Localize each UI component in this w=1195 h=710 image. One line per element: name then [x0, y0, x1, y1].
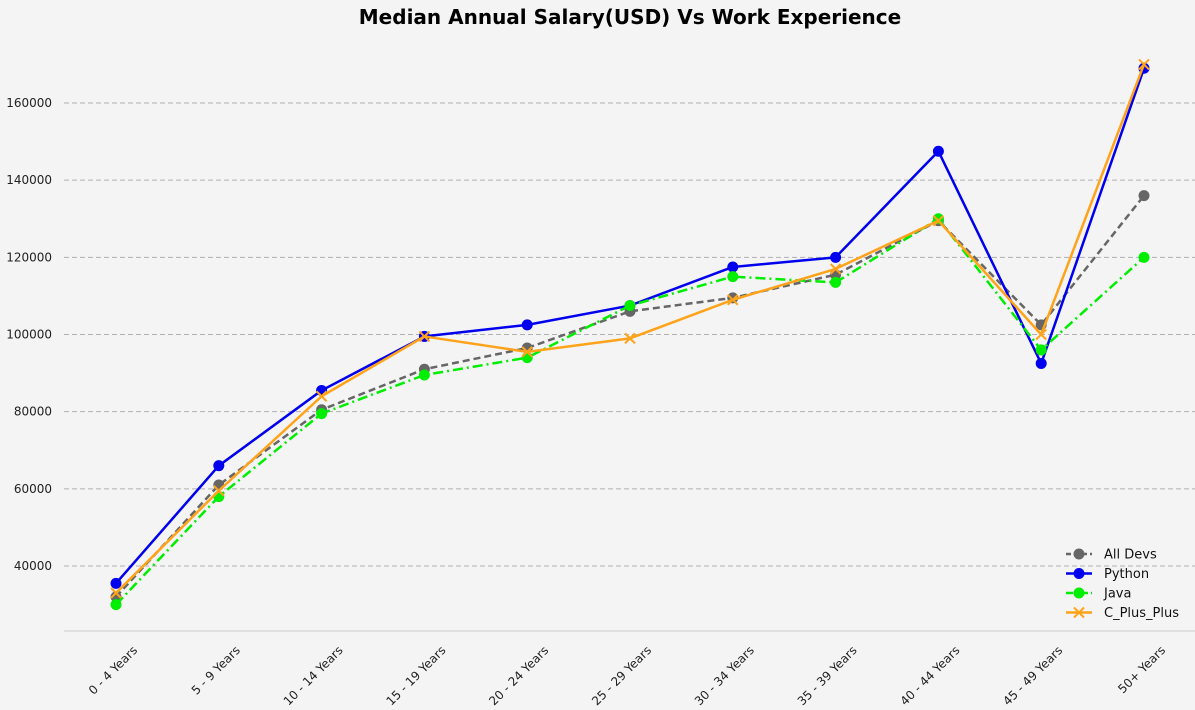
series-all-devs — [110, 190, 1150, 603]
data-point — [1138, 251, 1150, 263]
series-java — [110, 213, 1150, 611]
data-point — [727, 294, 739, 306]
data-point — [110, 599, 122, 611]
data-point — [521, 346, 533, 358]
y-tick-label: 40000 — [14, 559, 52, 573]
data-point — [1035, 357, 1047, 369]
data-point — [1138, 58, 1150, 71]
series-line — [115, 63, 1146, 594]
x-tick-label: 40 - 44 Years — [897, 643, 962, 706]
data-point — [315, 390, 328, 402]
chart-title: Median Annual Salary(USD) Vs Work Experi… — [359, 5, 901, 29]
y-tick-label: 60000 — [14, 482, 52, 496]
x-tick-label: 25 - 29 Years — [589, 643, 654, 706]
legend: All Devs Python Java C_Plus_Plus — [1066, 548, 1179, 621]
data-point — [316, 408, 328, 420]
data-point — [213, 491, 225, 503]
data-point — [213, 460, 225, 472]
data-point — [1073, 587, 1085, 599]
legend-label: All Devs — [1104, 548, 1157, 563]
data-point — [110, 577, 122, 589]
data-point — [727, 261, 739, 273]
y-tick-label: 140000 — [6, 173, 52, 187]
data-point — [1073, 548, 1085, 560]
x-tick-label: 35 - 39 Years — [795, 643, 860, 706]
series-c-plus-plus — [110, 58, 1150, 599]
data-point — [110, 591, 122, 603]
x-tick-label: 5 - 9 Years — [189, 643, 243, 697]
y-tick-label: 160000 — [6, 96, 52, 110]
series-line — [115, 194, 1145, 598]
data-point — [727, 271, 739, 283]
data-point — [829, 263, 842, 275]
x-tick-label: 20 - 24 Years — [486, 643, 551, 706]
data-point — [1035, 328, 1047, 341]
data-point — [1073, 568, 1085, 579]
data-point — [624, 300, 636, 312]
data-point — [110, 587, 122, 599]
x-tick-label: 15 - 19 Years — [383, 643, 448, 706]
data-point — [1138, 190, 1150, 202]
y-tick-label: 80000 — [14, 405, 52, 419]
series-python — [110, 62, 1150, 589]
data-point — [521, 319, 533, 331]
legend-label: Python — [1104, 567, 1149, 582]
data-point — [1035, 344, 1047, 356]
x-tick-label: 50+ Years — [1115, 643, 1168, 696]
x-tick-label: 10 - 14 Years — [281, 643, 346, 706]
series-line — [115, 67, 1146, 585]
data-point — [418, 330, 431, 343]
x-tick-label: 0 - 4 Years — [86, 643, 140, 697]
data-point — [932, 145, 944, 157]
data-point — [521, 352, 533, 364]
data-point — [213, 485, 225, 497]
data-point — [1073, 606, 1085, 619]
y-tick-label: 100000 — [6, 328, 52, 342]
data-point — [624, 332, 636, 345]
x-tick-label: 45 - 49 Years — [1000, 643, 1065, 706]
data-point — [932, 214, 945, 227]
y-tick-label: 120000 — [6, 250, 52, 264]
data-point — [830, 251, 842, 263]
legend-label: Java — [1103, 587, 1131, 602]
data-point — [830, 276, 842, 288]
legend-label: C_Plus_Plus — [1104, 606, 1179, 621]
x-tick-label: 30 - 34 Years — [692, 643, 757, 706]
data-point — [418, 369, 430, 381]
